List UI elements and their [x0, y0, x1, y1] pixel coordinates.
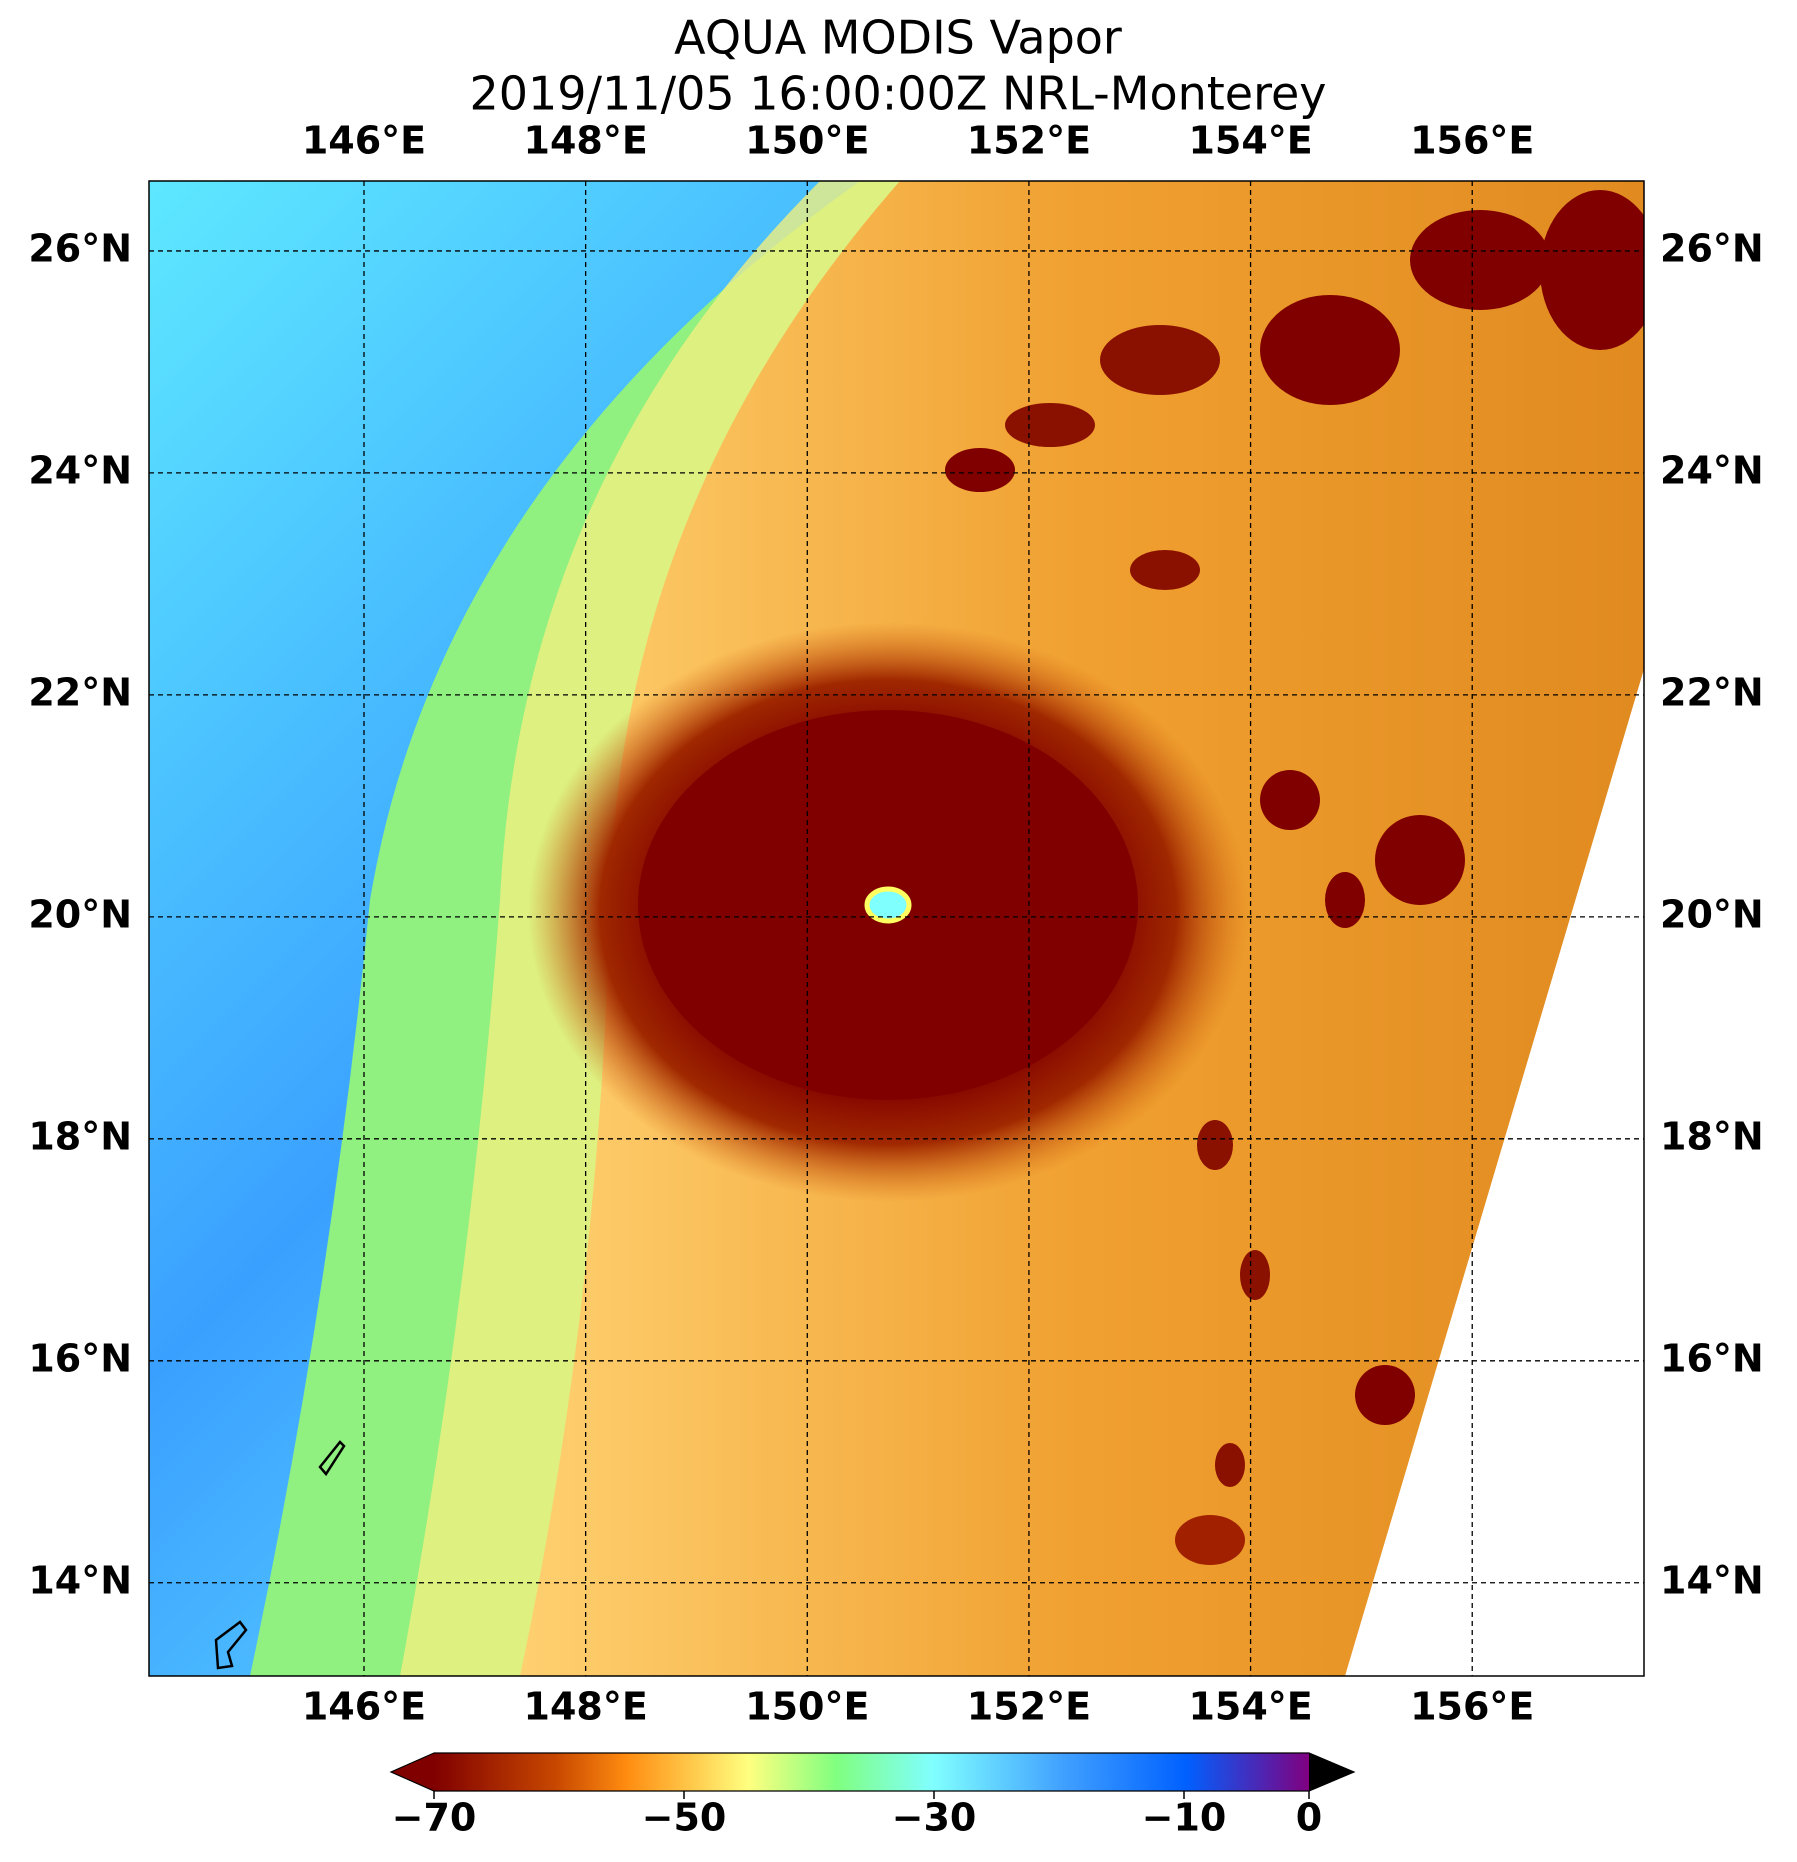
lon-label-top: 156°E	[1410, 119, 1534, 163]
lat-label-left: 18°N	[28, 1114, 132, 1158]
lon-label-bottom: 154°E	[1188, 1685, 1312, 1729]
lon-label-top: 150°E	[745, 119, 869, 163]
lon-label-bottom: 156°E	[1410, 1685, 1534, 1729]
lat-label-left: 24°N	[28, 448, 132, 492]
lat-label-right: 18°N	[1660, 1114, 1764, 1158]
lat-label-right: 14°N	[1660, 1558, 1764, 1602]
colorbar-tick-label: −10	[1142, 1796, 1227, 1840]
colorbar-gradient	[434, 1753, 1309, 1791]
lon-label-bottom: 148°E	[524, 1685, 648, 1729]
subtitle: 2019/11/05 16:00:00Z NRL-Monterey	[469, 67, 1326, 121]
colorbar-tick-label: −50	[642, 1796, 727, 1840]
lon-label-top: 146°E	[302, 119, 426, 163]
map-frame	[148, 180, 1645, 1677]
satellite-image	[149, 181, 1644, 1676]
lon-label-top: 148°E	[524, 119, 648, 163]
colorbar-tick-label: −70	[392, 1796, 477, 1840]
colorbar	[389, 1752, 1356, 1792]
lat-label-left: 22°N	[28, 670, 132, 714]
lon-label-top: 152°E	[967, 119, 1091, 163]
lat-label-left: 26°N	[28, 226, 132, 270]
lat-label-left: 20°N	[28, 892, 132, 936]
lat-label-left: 16°N	[28, 1336, 132, 1380]
colorbar-tick-label: 0	[1296, 1796, 1322, 1840]
lat-label-right: 20°N	[1660, 892, 1764, 936]
lon-label-bottom: 150°E	[745, 1685, 869, 1729]
lat-label-right: 26°N	[1660, 226, 1764, 270]
colorbar-tick-label: −30	[892, 1796, 977, 1840]
colorbar-extend-high	[1309, 1753, 1354, 1791]
title: AQUA MODIS Vapor	[674, 11, 1122, 65]
lon-label-bottom: 146°E	[302, 1685, 426, 1729]
lat-label-right: 16°N	[1660, 1336, 1764, 1380]
lat-label-right: 24°N	[1660, 448, 1764, 492]
graticule	[149, 181, 1644, 1676]
lat-label-left: 14°N	[28, 1558, 132, 1602]
lon-label-top: 154°E	[1188, 119, 1312, 163]
lat-label-right: 22°N	[1660, 670, 1764, 714]
lon-label-bottom: 152°E	[967, 1685, 1091, 1729]
colorbar-extend-low	[391, 1753, 434, 1791]
